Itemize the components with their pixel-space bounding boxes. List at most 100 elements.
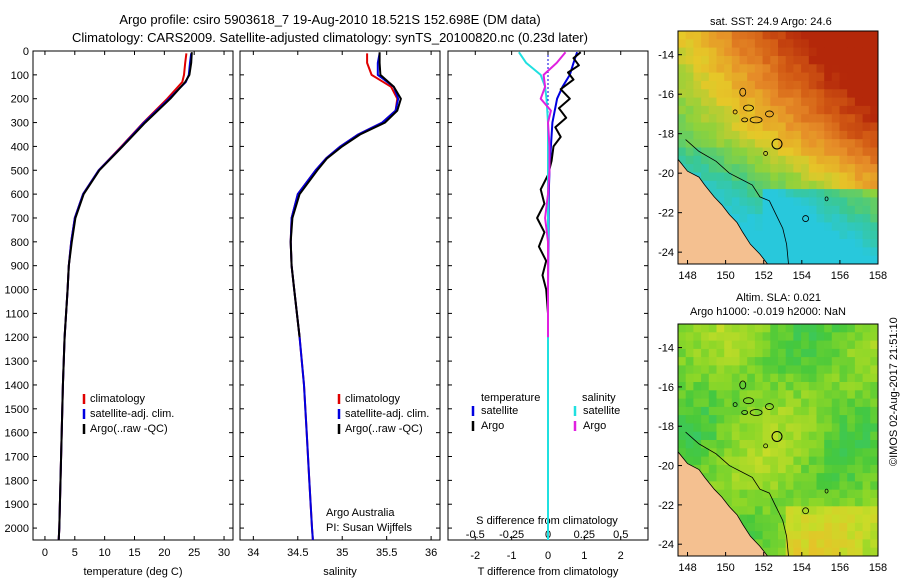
sla-xtick-label-156: 156 <box>831 562 849 574</box>
sst-ytick-label--16: -16 <box>658 89 674 101</box>
depth-tick-label-1700: 1700 <box>5 452 29 464</box>
sla-map-title-line1: Altim. SLA: 0.021 <box>736 292 821 304</box>
sst-xtick-label-150: 150 <box>716 270 734 282</box>
diff-legend-label-0: satellite <box>481 405 518 417</box>
sst-reef-0 <box>739 87 747 97</box>
sst-ytick-label--24: -24 <box>658 247 674 259</box>
sal-xtick-label-36: 36 <box>425 547 437 559</box>
temp-xtick-label-20: 20 <box>158 547 170 559</box>
temp-line-satellite <box>57 53 193 541</box>
sst-reef-1 <box>743 104 754 112</box>
depth-tick-label-1600: 1600 <box>5 428 29 440</box>
sst-ytick-label--14: -14 <box>658 50 674 62</box>
sst-ytick-label--20: -20 <box>658 168 674 180</box>
sla-ytick-label--16: -16 <box>658 382 674 394</box>
temp-legend-label-2: Argo(..raw -QC) <box>90 423 168 435</box>
sla-reef-8 <box>802 507 810 515</box>
depth-tick-label-1800: 1800 <box>5 475 29 487</box>
depth-tick-label-600: 600 <box>11 189 29 201</box>
diff-xtick-label-0: 0 <box>545 550 551 562</box>
depth-tick-label-1000: 1000 <box>5 285 29 297</box>
temp-line-climatology <box>57 53 188 541</box>
depth-tick-label-1300: 1300 <box>5 356 29 368</box>
sal-legend-label-0: climatology <box>345 393 401 405</box>
depth-tick-label-1900: 1900 <box>5 499 29 511</box>
sla-reef-2 <box>749 409 763 416</box>
depth-tick-label-2000: 2000 <box>5 523 29 535</box>
depth-tick-label-1400: 1400 <box>5 380 29 392</box>
sla-reef-4 <box>741 410 749 415</box>
sst-land <box>678 158 769 264</box>
sst-map-frame <box>677 30 879 265</box>
sla-float-marker <box>771 430 783 442</box>
temp-legend-label-0: climatology <box>90 393 146 405</box>
sla-ytick-label--18: -18 <box>658 421 674 433</box>
sla-reef-1 <box>743 397 754 405</box>
sal-line-satellite <box>289 53 400 541</box>
sla-reef-0 <box>739 380 747 390</box>
sst-reef-3 <box>765 110 774 118</box>
sla-reef-6 <box>763 443 769 449</box>
depth-tick-label-0: 0 <box>23 46 29 58</box>
sst-map-title: sat. SST: 24.9 Argo: 24.6 <box>710 16 832 28</box>
temperature-plot-frame <box>32 50 234 541</box>
sal-xtick-label-34: 34 <box>247 547 259 559</box>
sla-xtick-label-158: 158 <box>869 562 887 574</box>
depth-tick-label-900: 900 <box>11 261 29 273</box>
diff-xtick-label--1: -1 <box>507 550 517 562</box>
sla-map-frame <box>677 323 879 557</box>
sla-reef-5 <box>732 402 738 408</box>
sal-xtick-label-34.5: 34.5 <box>287 547 308 559</box>
temp-xlabel: temperature (deg C) <box>83 566 182 578</box>
sla-map: 148 150 152 154 156 158 -14 -16 -18 -20 -22 -24 <box>658 323 887 574</box>
depth-tick-label-1200: 1200 <box>5 332 29 344</box>
sst-xtick-label-156: 156 <box>831 270 849 282</box>
diff-xtick-label-2: 2 <box>618 550 624 562</box>
sst-xtick-label-158: 158 <box>869 270 887 282</box>
diff-legend-label-1: Argo <box>481 420 504 432</box>
sst-field <box>678 31 878 264</box>
diff-t-xlabel: T difference from climatology <box>478 566 619 578</box>
diff-line-sal-satellite <box>518 51 549 540</box>
sla-reef-7 <box>824 488 829 494</box>
diff-legend-title-temperature: temperature <box>481 392 540 404</box>
sla-land <box>678 451 769 556</box>
temp-xtick-label-0: 0 <box>42 547 48 559</box>
temp-xtick-label-25: 25 <box>188 547 200 559</box>
diff-line-temp-satellite <box>547 51 579 540</box>
temp-line-argo <box>57 52 193 541</box>
depth-tick-label-1500: 1500 <box>5 404 29 416</box>
diff-xtick-label--2: -2 <box>470 550 480 562</box>
sla-ytick-label--14: -14 <box>658 343 674 355</box>
sla-xtick-label-152: 152 <box>755 562 773 574</box>
sst-ytick-label--18: -18 <box>658 129 674 141</box>
sst-xtick-label-148: 148 <box>678 270 696 282</box>
diff-s-tick-label-0.25: 0.25 <box>574 529 595 541</box>
imos-stamp: ©IMOS 02-Aug-2017 21:51:10 <box>888 317 900 466</box>
diff-s-tick-label-0.5: 0.5 <box>613 529 628 541</box>
sla-xtick-label-154: 154 <box>793 562 811 574</box>
temp-legend-label-1: satellite-adj. clim. <box>90 408 174 420</box>
temp-xtick-label-5: 5 <box>72 547 78 559</box>
sal-legend-label-1: satellite-adj. clim. <box>345 408 429 420</box>
sst-float-marker <box>771 138 783 150</box>
depth-tick-label-800: 800 <box>11 237 29 249</box>
sla-xtick-label-150: 150 <box>716 562 734 574</box>
depth-tick-label-700: 700 <box>11 213 29 225</box>
sst-isobath <box>685 139 789 264</box>
depth-tick-label-500: 500 <box>11 165 29 177</box>
sst-xtick-label-154: 154 <box>793 270 811 282</box>
sla-map-title-line2: Argo h1000: -0.019 h2000: NaN <box>690 306 846 318</box>
sst-map: 148 150 152 154 156 158 -14 -16 -18 -20 -22 -24 <box>658 30 887 282</box>
diff-s-tick-label--0.5: -0.5 <box>466 529 485 541</box>
sal-xlabel: salinity <box>323 566 357 578</box>
sla-field <box>678 324 878 556</box>
sal-legend-label-2: Argo(..raw -QC) <box>345 423 423 435</box>
depth-tick-label-400: 400 <box>11 141 29 153</box>
sst-reef-7 <box>824 196 829 202</box>
diff-legend-label-3: Argo <box>583 420 606 432</box>
sal-annotation-line1: Argo Australia <box>326 507 395 519</box>
depth-tick-label-100: 100 <box>11 70 29 82</box>
temp-xtick-label-10: 10 <box>99 547 111 559</box>
